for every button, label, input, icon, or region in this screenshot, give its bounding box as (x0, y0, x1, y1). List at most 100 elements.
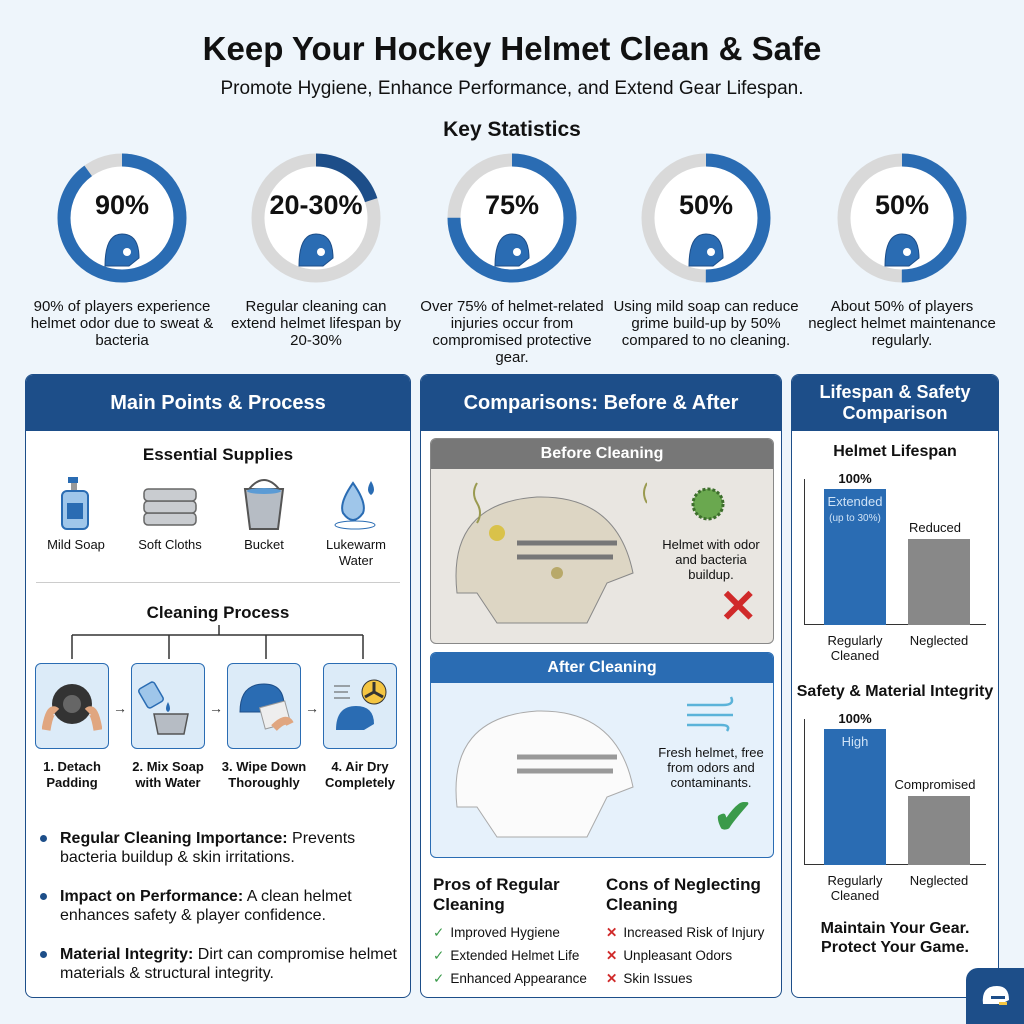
chart-title: Helmet Lifespan (833, 443, 957, 460)
stat-ring-fill (251, 153, 381, 283)
bullet-performance: Impact on Performance: A clean helmet en… (40, 887, 400, 925)
chart-title: Safety & Material Integrity (796, 683, 994, 700)
cracked-helmet-icon (494, 233, 530, 267)
hands-padding-icon (42, 684, 102, 731)
supply-soft-cloths: Soft Cloths (125, 475, 215, 553)
water-drop-icon (334, 481, 376, 530)
bar-neglected (908, 539, 970, 625)
cons-list: Cons of Neglecting Cleaning ✕ Increased R… (606, 875, 765, 986)
panel-header: Comparisons: Before & After (421, 375, 781, 431)
category-label: Regularly Cleaned (827, 873, 883, 903)
stat-ring-fill (641, 153, 771, 283)
stat-ring-fill (57, 153, 187, 283)
stat-card: 50% About 50% of players neglect helmet … (804, 150, 1000, 349)
clean-helmet-image (455, 710, 634, 838)
cross-icon: ✕ (606, 971, 618, 986)
bar-label: Extended (up to 30%) (827, 494, 883, 524)
chart-axes (804, 479, 986, 625)
calendar-neglect-icon (884, 233, 920, 267)
stat-ring (251, 153, 381, 283)
bullet-cleaning-importance: Regular Cleaning Importance: Prevents ba… (40, 829, 400, 867)
arrow-icon: → (113, 700, 127, 716)
cross-icon: ✕ (606, 925, 618, 940)
step-detach-padding: 1. Detach Padding (35, 663, 109, 791)
after-note: Fresh helmet, free from odors and contam… (658, 745, 764, 790)
page-subtitle: Promote Hygiene, Enhance Performance, an… (220, 78, 804, 99)
bar-neglected (908, 795, 970, 865)
arrow-gear-icon (298, 233, 334, 267)
card-title: Before Cleaning (431, 439, 773, 469)
stat-caption: 90% of players experience helmet odor du… (30, 298, 214, 349)
stat-ring-fill (447, 153, 577, 283)
stat-card: 90% 90% of players experience helmet odo… (24, 150, 220, 349)
dirty-helmet-image (455, 482, 647, 624)
bar-top-label: 100% (838, 471, 872, 486)
supply-lukewarm-water: Lukewarm Water (311, 475, 401, 569)
bacteria-icon (691, 487, 725, 521)
pros-list: Pros of Regular Cleaning ✓ Improved Hygie… (433, 875, 587, 986)
bar-regularly-cleaned (824, 729, 886, 865)
soap-bottle-icon (61, 477, 89, 530)
bar-label: High (841, 734, 869, 749)
panel-header: Lifespan & Safety Comparison (792, 375, 998, 431)
chart-axes (804, 719, 986, 865)
stat-value: 50% (678, 190, 734, 220)
supply-mild-soap: Mild Soap (31, 475, 121, 553)
lifespan-panel: Lifespan & Safety Comparison Helmet Life… (791, 374, 999, 998)
bar-label: Compromised (894, 776, 976, 792)
stat-value: 90% (94, 190, 150, 220)
soap-sponge-icon (688, 233, 724, 267)
cloths-icon (143, 488, 197, 526)
process-title: Cleaning Process (146, 603, 290, 622)
stat-ring (57, 153, 187, 283)
stat-caption: Using mild soap can reduce grime build-u… (613, 298, 799, 349)
stat-ring (837, 153, 967, 283)
stats-title: Key Statistics (443, 118, 581, 141)
helmet-logo-icon (982, 986, 1009, 1005)
fresh-air-icon (687, 696, 734, 732)
stat-caption: Regular cleaning can extend helmet lifes… (230, 298, 402, 349)
arrow-icon: → (209, 700, 223, 716)
category-label: Regularly Cleaned (827, 633, 883, 663)
divider (36, 582, 400, 583)
step-air-dry: 4. Air Dry Completely (323, 663, 397, 791)
stat-card: 75% Over 75% of helmet-related injuries … (414, 150, 610, 366)
before-cleaning-card: Before Cleaning Helmet with odor and bac… (430, 438, 774, 644)
stat-caption: About 50% of players neglect helmet main… (808, 298, 996, 349)
stat-ring (641, 153, 771, 283)
logo-badge (966, 968, 1024, 1024)
sweaty-player-helmet-icon (104, 233, 140, 267)
process-connector-lines (71, 625, 364, 659)
bar-label: Reduced (908, 520, 962, 536)
cross-icon: ✕ (606, 948, 618, 963)
stat-ring (447, 153, 577, 283)
bullet-material-integrity: Material Integrity: Dirt can compromise … (40, 945, 400, 983)
after-cleaning-card: After Cleaning Fresh helmet, free from o… (430, 652, 774, 858)
bar-top-label: 100% (838, 711, 872, 726)
stat-value: 50% (874, 190, 930, 220)
panel-header: Main Points & Process (26, 375, 410, 431)
step-wipe-down: 3. Wipe Down Thoroughly (222, 663, 306, 791)
wipe-helmet-icon (239, 683, 294, 731)
bucket-icon (243, 479, 285, 530)
bar-regularly-cleaned (824, 489, 886, 625)
step-mix-soap: 2. Mix Soap with Water (131, 663, 205, 791)
stat-value: 20-30% (269, 190, 363, 220)
stat-card: 20-30% Regular cleaning can extend helme… (218, 150, 414, 349)
fan-helmet-icon (334, 679, 387, 730)
check-icon: ✔ (713, 791, 754, 844)
stat-ring-fill (837, 153, 967, 283)
footer-slogan: Maintain Your Gear. Protect Your Game. (820, 920, 970, 956)
supplies-title: Essential Supplies (142, 445, 294, 464)
before-note: Helmet with odor and bacteria buildup. (662, 537, 760, 582)
stat-value: 75% (484, 190, 540, 220)
comparisons-panel: Comparisons: Before & After Before Clean… (420, 374, 782, 998)
check-icon: ✓ (433, 971, 445, 986)
check-icon: ✓ (433, 948, 445, 963)
stat-caption: Over 75% of helmet-related injuries occu… (420, 298, 604, 366)
supply-bucket: Bucket (219, 475, 309, 553)
check-icon: ✓ (433, 925, 445, 940)
cross-icon: ✕ (719, 580, 758, 632)
main-points-panel: Main Points & Process Essential Supplies… (25, 374, 411, 998)
stat-card: 50% Using mild soap can reduce grime bui… (608, 150, 804, 349)
